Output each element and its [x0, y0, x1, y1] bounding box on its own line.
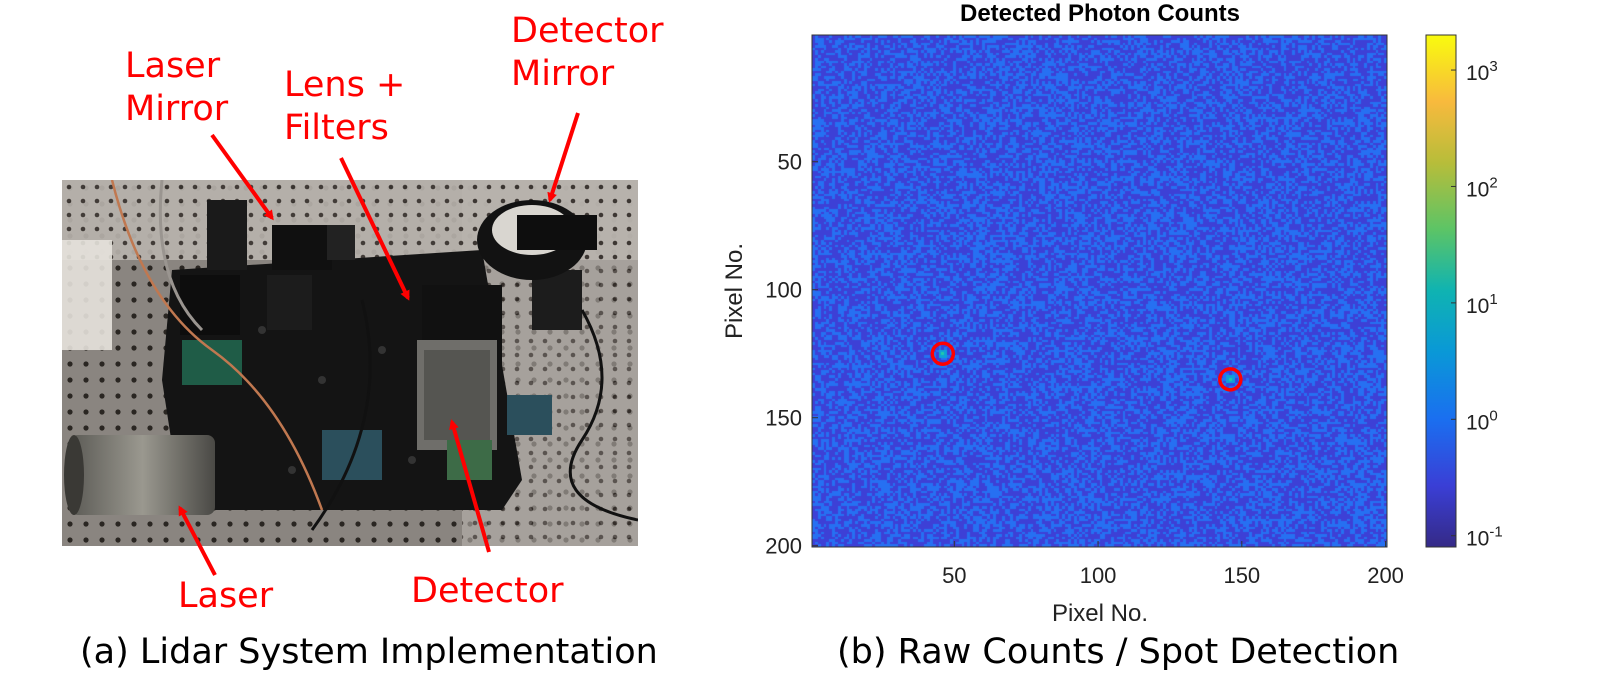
chart-title: Detected Photon Counts: [960, 0, 1240, 27]
colorbar: [1425, 34, 1457, 548]
x-axis-label: Pixel No.: [1052, 600, 1148, 627]
label-laser: Laser: [178, 576, 274, 616]
label-lens-filters: Lens + Filters: [284, 65, 406, 148]
heatmap-image: [812, 35, 1387, 547]
y-tick-label: 200: [765, 534, 802, 559]
colorbar-tick-label: 100: [1466, 407, 1498, 434]
y-tick-label: 100: [765, 278, 802, 303]
caption-left: (a) Lidar System Implementation: [80, 632, 658, 672]
label-detector-mirror: Detector Mirror: [511, 11, 664, 94]
x-tick-label: 200: [1367, 563, 1404, 588]
label-laser-mirror: Laser Mirror: [125, 46, 229, 129]
lidar-photo: [62, 180, 638, 546]
colorbar-tick-label: 103: [1466, 58, 1498, 85]
label-detector: Detector: [411, 571, 564, 611]
colorbar-tick-label: 102: [1466, 174, 1498, 201]
y-axis-label: Pixel No.: [721, 243, 748, 339]
spot-detection-circle-1: [930, 341, 956, 366]
colorbar-tick-label: 101: [1466, 291, 1498, 318]
caption-right: (b) Raw Counts / Spot Detection: [837, 632, 1400, 672]
x-tick-label: 50: [942, 563, 966, 588]
spot-detection-circle-2: [1218, 367, 1243, 392]
x-tick-label: 100: [1080, 563, 1117, 588]
colorbar-tick-label: 10-1: [1466, 524, 1503, 551]
y-tick-label: 50: [778, 150, 802, 175]
plot-frame: [811, 34, 1388, 548]
x-tick-label: 150: [1223, 563, 1260, 588]
y-tick-label: 150: [765, 406, 802, 431]
